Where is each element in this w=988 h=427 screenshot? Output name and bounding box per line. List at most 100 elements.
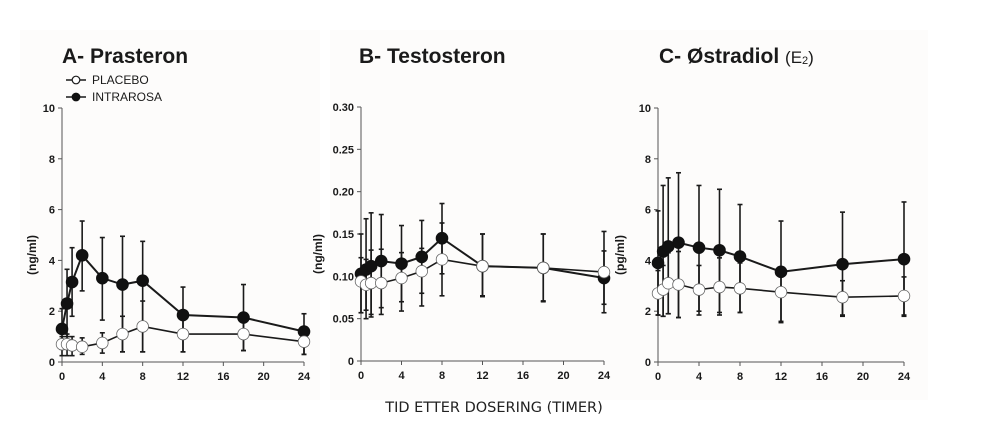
y-tick-label: 0.30: [333, 102, 354, 114]
data-point: [774, 285, 788, 299]
x-tick-label: 20: [557, 370, 569, 382]
x-tick-label: 8: [439, 370, 445, 382]
legend-intrarosa-label: INTRAROSA: [92, 90, 162, 104]
chart-a-title: A- Prasteron: [62, 45, 188, 69]
x-tick-label: 24: [598, 370, 611, 382]
data-point: [364, 259, 378, 273]
data-point: [651, 256, 665, 270]
chart-a-y-label: (ng/ml): [25, 235, 39, 275]
data-point: [672, 236, 685, 249]
data-point: [672, 278, 685, 291]
data-point: [713, 280, 726, 294]
data-point: [836, 257, 849, 271]
legend: PLACEBO INTRAROSA: [66, 73, 162, 104]
data-point: [65, 275, 79, 289]
series-line: [61, 253, 305, 333]
data-point: [96, 271, 109, 285]
data-point: [55, 322, 69, 336]
chart-c-y-label: (pg/ml): [613, 235, 627, 275]
x-tick-label: 20: [258, 371, 270, 383]
data-point: [435, 231, 449, 245]
y-tick-label: 0: [645, 357, 651, 369]
data-point: [897, 289, 911, 303]
x-tick-label: 24: [298, 371, 311, 383]
y-tick-label: 10: [639, 103, 651, 115]
data-point: [176, 327, 190, 341]
data-point: [415, 250, 429, 264]
data-point: [176, 308, 190, 322]
y-tick-label: 0: [348, 356, 354, 368]
y-tick-label: 8: [645, 154, 651, 166]
data-point: [415, 265, 428, 278]
y-tick-label: 0.10: [333, 271, 354, 283]
x-tick-label: 16: [816, 371, 828, 383]
data-point: [136, 274, 149, 288]
data-point: [733, 282, 747, 295]
chart-a-title-text: A- Prasteron: [62, 45, 189, 68]
chart-a-markers-placebo: [55, 320, 311, 353]
chart-b-title-text: B- Testosteron: [359, 45, 506, 68]
data-point: [597, 265, 611, 279]
chart-c-title-text: C- Østradiol: [659, 45, 780, 68]
data-point: [836, 291, 849, 304]
y-tick-label: 6: [49, 205, 55, 217]
y-tick-label: 0.25: [333, 144, 354, 156]
y-tick-label: 0.20: [333, 187, 354, 199]
x-tick-label: 0: [655, 371, 661, 383]
data-point: [136, 320, 149, 333]
data-point: [374, 254, 388, 268]
data-point: [297, 335, 311, 348]
legend-placebo-marker: [71, 75, 81, 85]
x-tick-label: 16: [217, 371, 229, 383]
data-point: [713, 243, 726, 257]
chart-b-y-label: (ng/ml): [311, 234, 325, 274]
x-tick-label: 20: [857, 371, 869, 383]
y-tick-label: 2: [645, 306, 651, 318]
y-tick-label: 10: [43, 103, 55, 115]
data-point: [476, 259, 489, 273]
data-point: [75, 340, 89, 353]
chart-c-title-sub: (E2): [785, 48, 814, 67]
chart-b: 0 0.05 0.10 0.15 0.20 0.25 0.30 0 4 8 12 16 20 24 (ng/…: [311, 102, 611, 382]
chart-c-markers-placebo: [651, 277, 911, 304]
data-point: [96, 336, 109, 350]
data-point: [395, 257, 408, 270]
chart-c-markers-intrarosa: [651, 236, 911, 279]
y-tick-label: 0.15: [333, 229, 354, 241]
y-tick-label: 2: [49, 306, 55, 318]
data-point: [75, 249, 89, 262]
data-point: [435, 253, 449, 266]
data-point: [237, 327, 250, 341]
legend-intrarosa-marker: [71, 92, 81, 102]
x-tick-label: 12: [775, 371, 787, 383]
y-tick-label: 4: [645, 255, 652, 267]
data-point: [692, 283, 706, 296]
x-tick-label: 4: [398, 370, 405, 382]
data-point: [116, 278, 129, 291]
chart-c-title: C- Østradiol (E2): [659, 45, 814, 69]
y-tick-label: 0: [49, 357, 55, 369]
y-tick-label: 4: [49, 255, 56, 267]
data-point: [237, 311, 250, 324]
data-point: [662, 277, 675, 290]
data-point: [733, 250, 747, 263]
x-tick-label: 8: [737, 371, 743, 383]
y-tick-label: 6: [645, 205, 651, 217]
x-tick-label: 16: [517, 370, 529, 382]
x-tick-label: 8: [140, 371, 146, 383]
data-point: [537, 261, 550, 275]
data-point: [774, 265, 788, 279]
legend-placebo-label: PLACEBO: [92, 73, 149, 87]
chart-b-markers-placebo: [354, 253, 611, 292]
data-point: [897, 252, 911, 266]
x-tick-label: 4: [99, 371, 106, 383]
data-point: [60, 297, 74, 310]
chart-b-title: B- Testosteron: [359, 45, 506, 69]
data-point: [116, 327, 129, 341]
data-point: [692, 241, 706, 254]
x-tick-label: 0: [59, 371, 65, 383]
y-tick-label: 0.05: [333, 314, 354, 326]
